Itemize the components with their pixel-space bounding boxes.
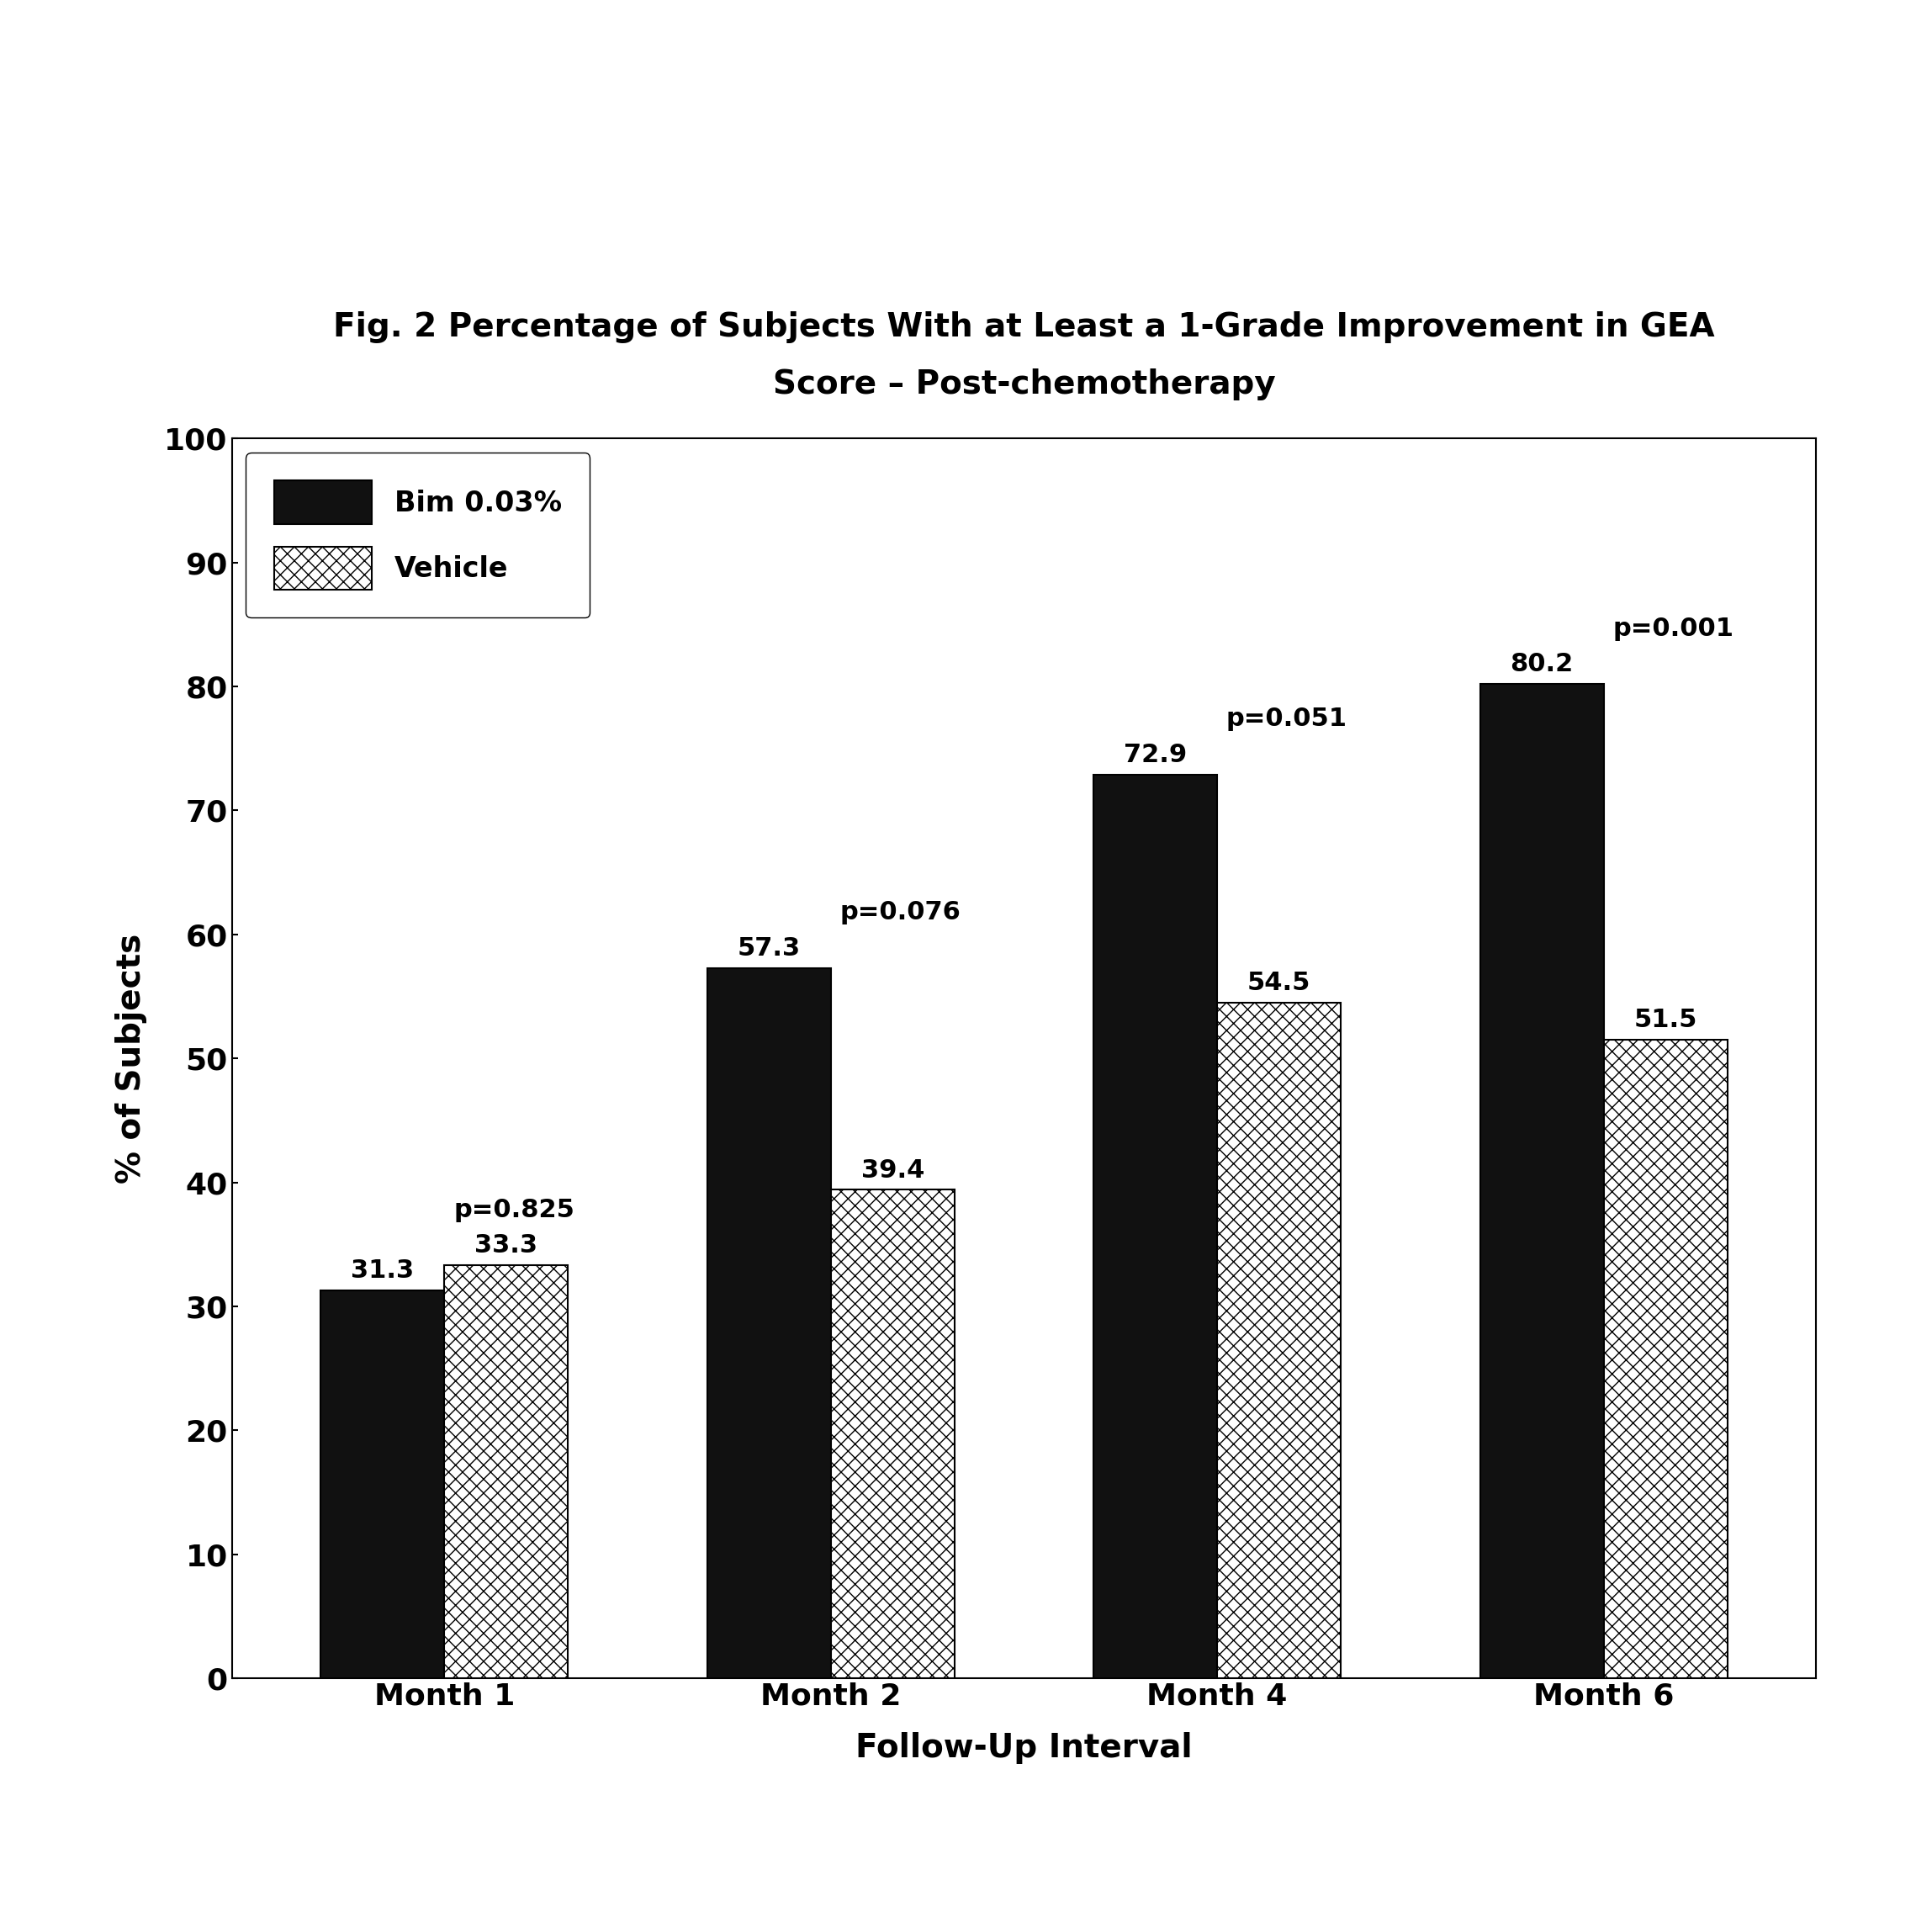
Text: p=0.076: p=0.076 [840,900,960,925]
Text: Fig. 2 Percentage of Subjects With at Least a 1-Grade Improvement in GEA: Fig. 2 Percentage of Subjects With at Le… [332,311,1716,343]
Text: p=0.051: p=0.051 [1227,707,1347,730]
Bar [1604,1039,1727,1678]
Text: 51.5: 51.5 [1634,1009,1696,1032]
Text: 72.9: 72.9 [1124,742,1186,767]
Text: 57.3: 57.3 [738,936,800,961]
Text: Score – Post-chemotherapy: Score – Post-chemotherapy [773,368,1275,400]
Text: p=0.825: p=0.825 [454,1198,574,1222]
Text: 39.4: 39.4 [862,1158,923,1182]
Bar [321,1291,444,1678]
X-axis label: Follow-Up Interval: Follow-Up Interval [856,1732,1192,1764]
Text: 33.3: 33.3 [475,1234,537,1259]
Bar [1217,1003,1341,1678]
Bar [1480,685,1604,1678]
Bar [444,1266,568,1678]
Text: 31.3: 31.3 [352,1259,413,1283]
Text: p=0.001: p=0.001 [1613,616,1733,641]
Y-axis label: % of Subjects: % of Subjects [114,933,147,1184]
Text: 80.2: 80.2 [1511,652,1573,677]
Text: 54.5: 54.5 [1248,971,1310,995]
Bar [1094,774,1217,1678]
Bar [831,1190,954,1678]
Legend: Bim 0.03%, Vehicle: Bim 0.03%, Vehicle [245,452,589,618]
Bar [707,969,831,1678]
